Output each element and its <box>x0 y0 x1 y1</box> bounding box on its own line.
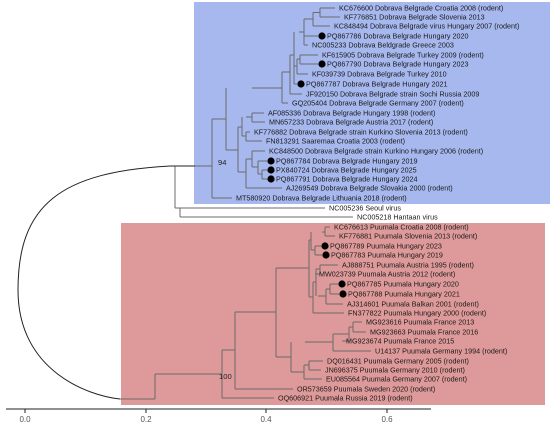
sample-marker-dot <box>339 290 347 298</box>
tip-label: NC005236 Seoul virus <box>329 204 401 213</box>
tip-label: PQ867788 Puumala Hungary 2021 <box>348 290 460 299</box>
tip-label: MT580920 Dobrava Belgrade Lithuania 2018… <box>236 194 407 203</box>
bootstrap-label-dobrava: 94 <box>218 158 226 167</box>
tip-label: KF776881 Puumala Slovenia 2013 (rodent) <box>339 232 477 241</box>
tip-label: KC848494 Dobrava Belgrade virus Hungary … <box>334 22 519 31</box>
sample-marker-dot <box>318 60 326 68</box>
tip-label: NC005233 Dobrava Beldgrade Greece 2003 <box>312 41 454 50</box>
x-axis-tick-labels: 0.0 0.2 0.4 0.6 <box>19 415 393 424</box>
tip-label: PQ867786 Dobrava Belgrade Hungary 2020 <box>327 32 468 41</box>
root-branches <box>17 165 195 400</box>
sample-marker-dot <box>322 251 330 259</box>
tip-label: PQ867790 Dobrava Belgrade Hungary 2023 <box>327 60 468 69</box>
sample-marker-dot <box>321 242 329 250</box>
tip-label: FN813291 Saaremaa Croatia 2003 (rodent) <box>266 137 405 146</box>
x-axis-tick-label: 0.4 <box>260 415 272 424</box>
x-axis-tick-label: 0.6 <box>381 415 393 424</box>
tip-label: PQ867785 Puumala Hungary 2020 <box>347 280 459 289</box>
tip-label: KC676600 Dobrava Belgrade Croatia 2008 (… <box>339 4 503 13</box>
tip-label: KF615905 Dobrava Belgrade Turkey 2009 (r… <box>322 51 484 60</box>
sample-marker-dot <box>267 175 275 183</box>
tip-label: FN377822 Puumala Hungary 2000 (rodent) <box>348 309 486 318</box>
tip-label: JF920150 Dobrava Belgrade strain Sochi R… <box>306 90 479 99</box>
tip-label: MG923663 Puumala France 2016 <box>370 328 478 337</box>
sample-marker-dot <box>297 80 305 88</box>
tip-label: PQ867787 Dobrava Belgrade Hungary 2021 <box>306 80 447 89</box>
tip-label: KF039739 Dobrava Belgrade Turkey 2010 <box>312 70 447 79</box>
tip-label: KF776882 Dobrava Belgrade strain Kurkino… <box>254 128 468 137</box>
x-axis-tick-label: 0.2 <box>140 415 152 424</box>
tip-label: PQ867784 Dobrava Belgrade Hungary 2019 <box>276 157 417 166</box>
tip-label: PQ867791 Dobrava Belgrade Hungary 2024 <box>276 175 417 184</box>
tip-label: U14137 Puumala Germany 1994 (rodent) <box>375 347 507 356</box>
tip-label: DQ016431 Puumala Germany 2005 (rodent) <box>327 357 469 366</box>
tip-label: JN696375 Puumala Germany 2010 (rodent) <box>325 366 465 375</box>
tip-label: KF776851 Dobrava Belgrade Slovenia 2013 <box>344 13 485 22</box>
tip-label: MG923674 Puumala France 2015 <box>346 337 454 346</box>
clade-highlight-puumala <box>121 223 545 405</box>
tip-label: AJ269549 Dobrava Belgrade Slovakia 2000 … <box>286 184 453 193</box>
sample-marker-dot <box>338 280 346 288</box>
tree-branches <box>120 7 371 400</box>
tip-label: EU085564 Puumala Germany 2007 (rodent) <box>326 375 467 384</box>
x-axis-ticks <box>24 409 388 413</box>
tip-label: PQ867783 Puumala Hungary 2019 <box>331 251 443 260</box>
x-axis-tick-label: 0.0 <box>19 415 31 424</box>
tip-label: GQ205404 Dobrava Belgrade Germany 2007 (… <box>292 99 464 108</box>
tip-label: KC848500 Dobrava Belgrade strain Kurkino… <box>269 147 483 156</box>
sample-markers <box>267 32 347 298</box>
tip-label: AJ888751 Puumala Austria 1995 (rodent) <box>342 261 474 270</box>
tip-label: KC676613 Puumala Croatia 2008 (rodent) <box>334 223 469 232</box>
sample-marker-dot <box>267 157 275 165</box>
clade-highlight-dobrava <box>194 2 550 204</box>
tip-label: MN657233 Dobrava Belgrade Austria 2017 (… <box>269 118 433 127</box>
bootstrap-label-puumala: 100 <box>219 372 232 381</box>
sample-marker-dot <box>318 32 326 40</box>
tip-labels: KC676600 Dobrava Belgrade Croatia 2008 (… <box>236 4 519 403</box>
sample-marker-dot <box>267 166 275 174</box>
tip-label: AJ314601 Puumala Balkan 2001 (rodent) <box>347 300 479 309</box>
tip-label: AF085336 Dobrava Belgrade Hungary 1998 (… <box>268 109 435 118</box>
tip-label: MW023739 Puumala Austria 2012 (rodent) <box>319 270 455 279</box>
tip-label: OR573659 Puumala Sweden 2020 (rodent) <box>297 385 435 394</box>
tip-label: OQ606921 Puumala Russia 2019 (rodent) <box>278 394 413 403</box>
tip-label: PX840724 Dobrava Belgrade Hungary 2025 <box>276 166 417 175</box>
tip-label: MG923616 Puumala France 2013 <box>366 318 474 327</box>
tip-label: NC005218 Hantaan virus <box>357 213 438 222</box>
tip-label: PQ867789 Puumala Hungary 2023 <box>330 242 442 251</box>
